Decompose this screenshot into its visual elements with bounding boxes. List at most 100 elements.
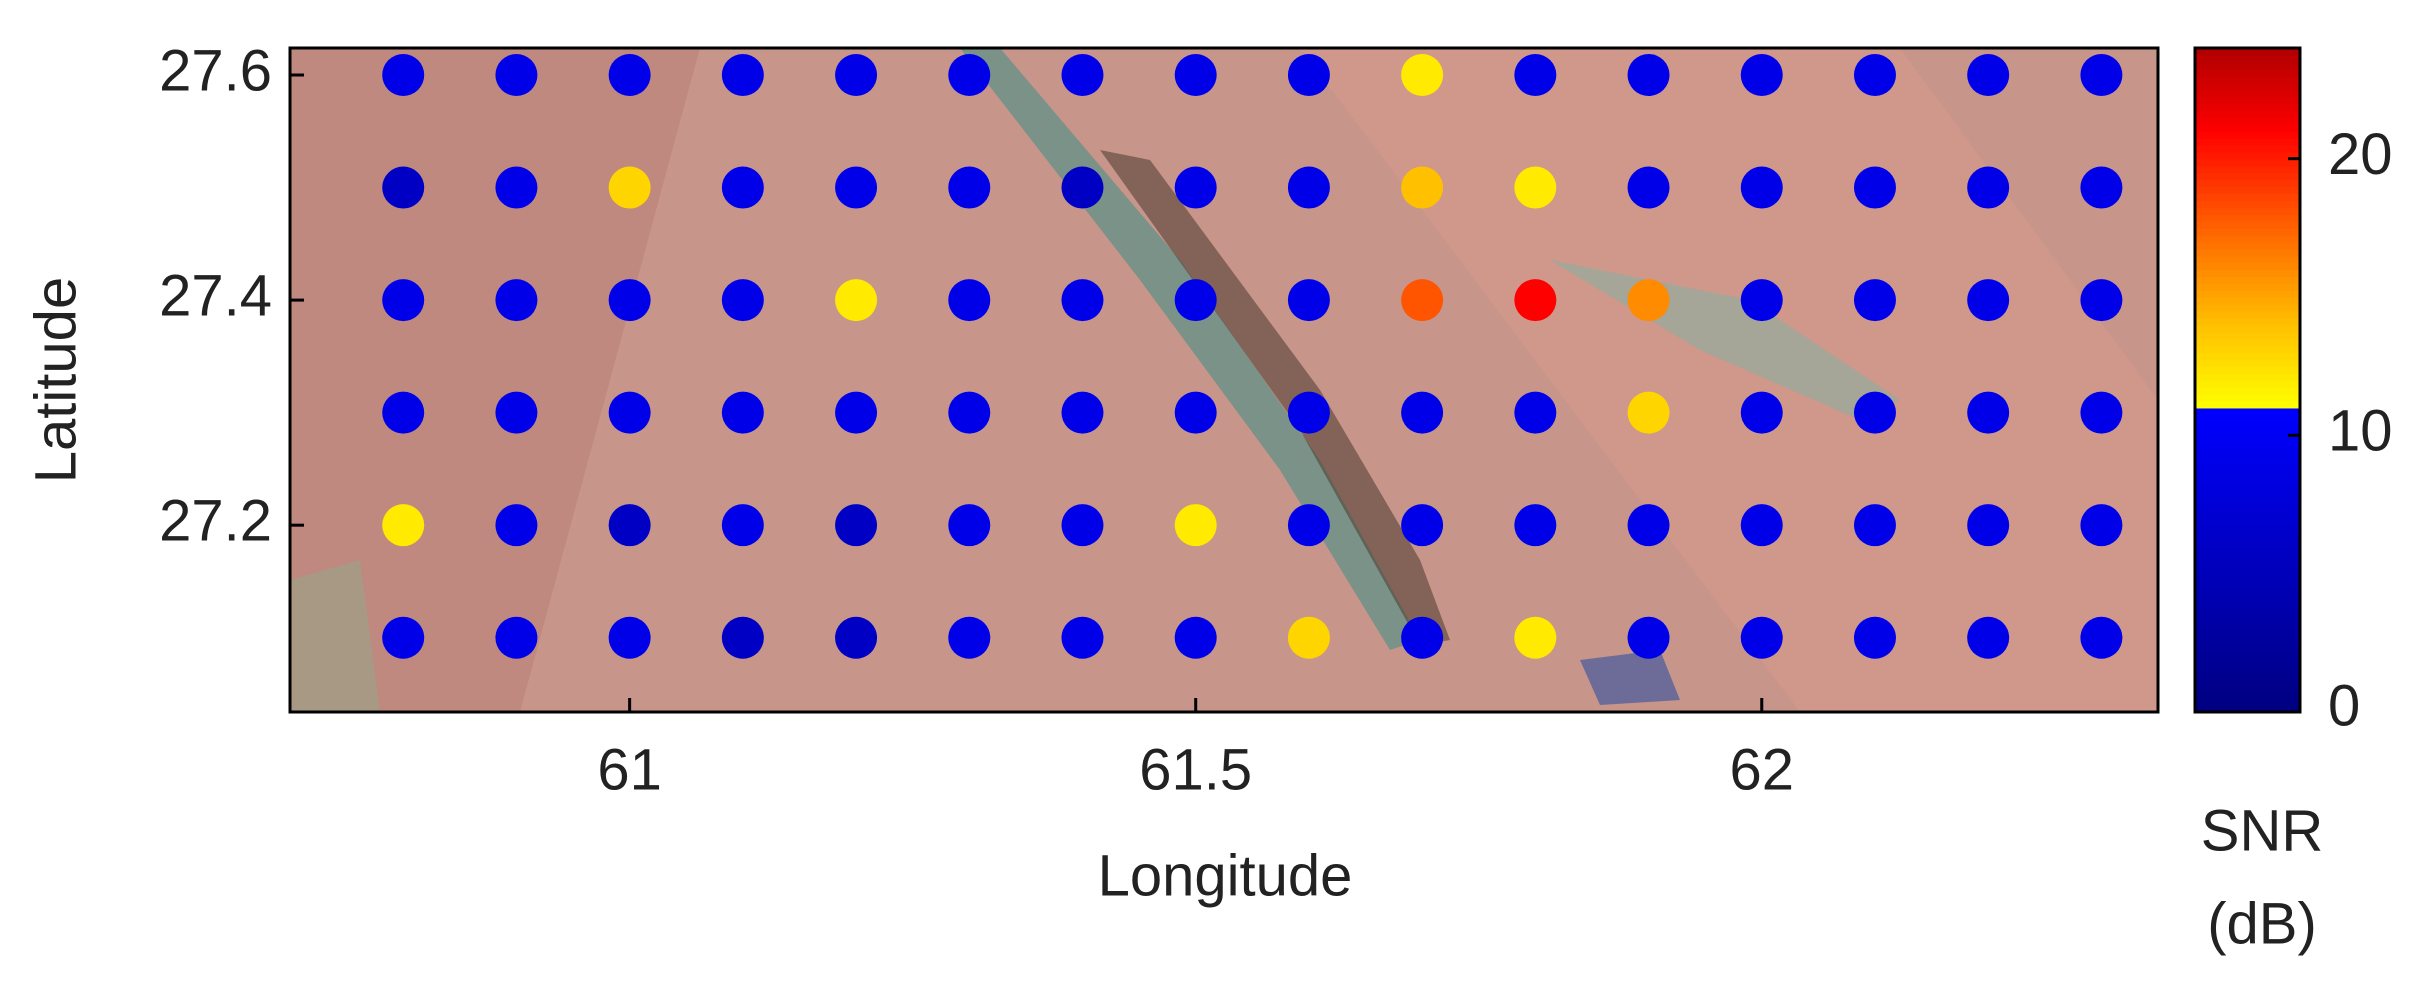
data-point: [608, 279, 651, 322]
data-point: [1627, 616, 1670, 659]
data-point: [1514, 279, 1557, 322]
colorbar-segment: [2195, 144, 2300, 153]
data-point: [608, 504, 651, 547]
colorbar-segment: [2195, 469, 2300, 478]
data-point: [721, 616, 764, 659]
colorbar-segment: [2195, 684, 2300, 693]
data-point: [1061, 616, 1104, 659]
data-point: [721, 166, 764, 209]
colorbar-segment: [2195, 255, 2300, 264]
x-axis-title: Longitude: [1098, 843, 1353, 908]
colorbar-segment: [2195, 324, 2300, 333]
data-point: [1627, 166, 1670, 209]
data-point: [835, 504, 878, 547]
colorbar-title: SNR: [2201, 798, 2323, 863]
colorbar-segment: [2195, 124, 2300, 132]
colorbar-segment: [2195, 670, 2300, 679]
data-point: [948, 166, 991, 209]
data-point: [1061, 54, 1104, 97]
colorbar-segment: [2195, 663, 2300, 672]
colorbar-segment: [2195, 504, 2300, 513]
data-point: [948, 616, 991, 659]
colorbar-segment: [2195, 82, 2300, 91]
colorbar-title: (dB): [2207, 891, 2317, 956]
colorbar-segment: [2195, 629, 2300, 637]
colorbar-segment: [2195, 642, 2300, 651]
colorbar-segment: [2195, 186, 2300, 195]
colorbar-segment: [2195, 200, 2300, 208]
data-point: [382, 54, 425, 97]
data-point: [1287, 166, 1330, 209]
data-point: [382, 391, 425, 434]
colorbar-segment: [2195, 428, 2300, 437]
colorbar-segment: [2195, 179, 2300, 188]
colorbar-segment: [2195, 518, 2300, 527]
data-point: [835, 166, 878, 209]
data-point: [495, 504, 538, 547]
data-point: [1061, 504, 1104, 547]
data-point: [495, 616, 538, 659]
colorbar-segment: [2195, 622, 2300, 630]
data-point: [1740, 504, 1783, 547]
data-point: [608, 616, 651, 659]
data-point: [1627, 279, 1670, 322]
data-point: [1287, 504, 1330, 547]
colorbar-segment: [2195, 435, 2300, 444]
colorbar-segment: [2195, 366, 2300, 374]
colorbar-segment: [2195, 483, 2300, 492]
colorbar-segment: [2195, 317, 2300, 326]
colorbar-segment: [2195, 262, 2300, 271]
data-point: [1174, 391, 1217, 434]
colorbar-segment: [2195, 310, 2300, 319]
data-point: [1061, 166, 1104, 209]
data-point: [1401, 54, 1444, 97]
data-point: [1627, 54, 1670, 97]
data-point: [382, 166, 425, 209]
data-point: [835, 54, 878, 97]
colorbar-tick-label: 0: [2328, 673, 2360, 738]
colorbar-segment: [2195, 303, 2300, 312]
colorbar-segment: [2195, 705, 2300, 713]
data-point: [1401, 166, 1444, 209]
colorbar-segment: [2195, 656, 2300, 665]
colorbar-segment: [2195, 386, 2300, 395]
y-tick-label: 27.6: [159, 38, 272, 103]
colorbar-segment: [2195, 594, 2300, 603]
data-point: [721, 504, 764, 547]
data-point: [1514, 166, 1557, 209]
colorbar-segment: [2195, 172, 2300, 181]
data-point: [2080, 616, 2123, 659]
colorbar-segment: [2195, 241, 2300, 250]
data-point: [1287, 279, 1330, 322]
data-point: [1627, 504, 1670, 547]
data-point: [1401, 616, 1444, 659]
colorbar-segment: [2195, 103, 2300, 112]
data-point: [495, 54, 538, 97]
data-point: [495, 279, 538, 322]
data-point: [608, 391, 651, 434]
colorbar-segment: [2195, 290, 2300, 298]
colorbar-segment: [2195, 407, 2300, 416]
colorbar-segment: [2195, 400, 2300, 409]
data-point: [948, 504, 991, 547]
data-point: [382, 279, 425, 322]
colorbar-segment: [2195, 608, 2300, 616]
data-point: [1514, 391, 1557, 434]
colorbar-segment: [2195, 234, 2300, 243]
data-point: [608, 54, 651, 97]
colorbar-segment: [2195, 601, 2300, 610]
colorbar-segment: [2195, 96, 2300, 105]
data-point: [1740, 279, 1783, 322]
colorbar-segment: [2195, 75, 2300, 84]
colorbar-segment: [2195, 137, 2300, 146]
colorbar-segment: [2195, 525, 2300, 533]
data-point: [835, 279, 878, 322]
data-point: [835, 616, 878, 659]
data-point: [1967, 504, 2010, 547]
data-point: [2080, 166, 2123, 209]
colorbar-segment: [2195, 158, 2300, 167]
colorbar-segment: [2195, 220, 2300, 229]
colorbar-segment: [2195, 248, 2300, 257]
data-point: [382, 504, 425, 547]
colorbar-segment: [2195, 559, 2300, 568]
